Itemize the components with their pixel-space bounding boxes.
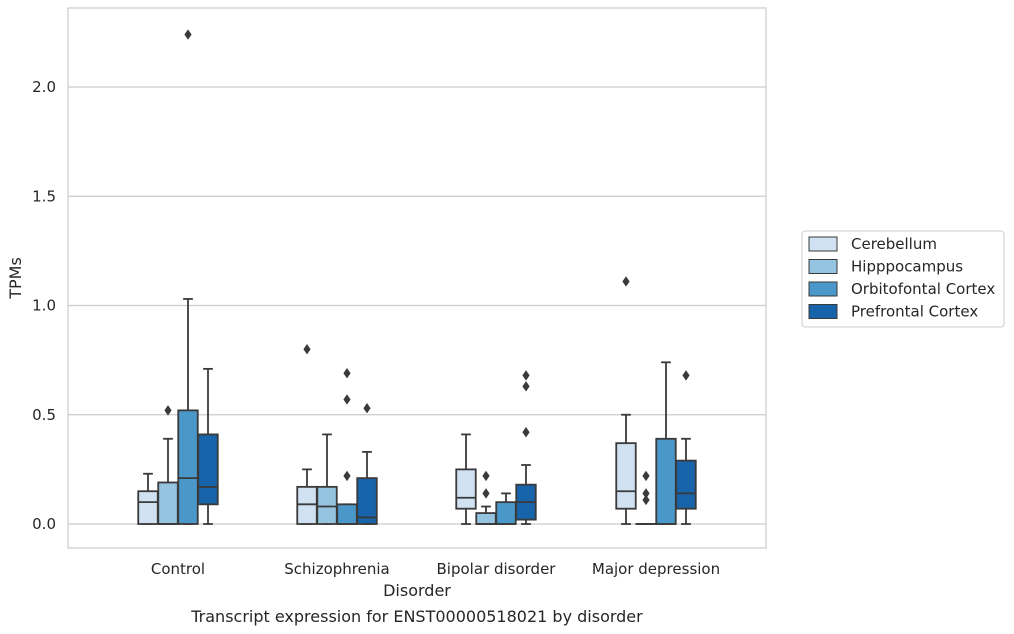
box <box>197 367 219 525</box>
box <box>655 361 677 525</box>
legend-swatch <box>808 281 838 297</box>
outlier-point <box>343 394 351 405</box>
legend-label: Prefrontal Cortex <box>851 303 978 321</box>
box-iqr <box>356 477 378 525</box>
box <box>615 276 637 525</box>
outlier-point <box>522 381 530 392</box>
outlier-point <box>522 370 530 381</box>
box <box>495 492 517 525</box>
outlier-point <box>343 470 351 482</box>
box-iqr <box>615 442 637 510</box>
box-iqr <box>475 512 497 525</box>
box <box>455 433 477 525</box>
y-axis-ticks: 0.0 0.5 1.0 1.5 2.0 <box>32 78 56 533</box>
legend-label: Cerebellum <box>851 235 937 253</box>
legend-swatch <box>808 236 838 252</box>
legend-label: Hipppocampus <box>851 258 963 276</box>
box-iqr <box>655 437 677 525</box>
outlier-point <box>642 470 650 482</box>
outlier-point <box>622 276 630 287</box>
legend-swatch <box>808 259 838 274</box>
box-iqr <box>675 459 697 510</box>
box <box>356 402 378 525</box>
outlier-point <box>482 470 490 482</box>
outlier-point <box>363 402 371 414</box>
box-iqr <box>177 409 199 525</box>
box-iqr <box>455 468 477 510</box>
box-iqr <box>157 481 179 525</box>
y-tick-label: 0.0 <box>32 515 56 533</box>
y-tick-label: 1.5 <box>32 187 56 205</box>
outlier-point <box>164 405 172 416</box>
outlier-point <box>522 427 530 438</box>
box-iqr <box>197 433 219 506</box>
legend-swatch <box>808 304 838 319</box>
outlier-point <box>343 368 351 379</box>
outlier-point <box>642 494 650 506</box>
x-axis-ticks: Control Schizophrenia Bipolar disorder Majo… <box>151 560 720 578</box>
x-tick-label: Schizophrenia <box>284 560 389 578</box>
y-tick-label: 0.5 <box>32 406 56 424</box>
outlier-point <box>482 488 490 499</box>
box <box>515 370 537 525</box>
box-iqr <box>495 501 517 525</box>
y-tick-label: 1.0 <box>32 297 56 315</box>
y-axis-title: TPMs <box>6 257 25 300</box>
box-iqr <box>336 503 358 525</box>
plot-frame <box>67 7 767 549</box>
box <box>675 370 697 525</box>
box <box>316 433 338 525</box>
outlier-point <box>303 344 311 355</box>
chart-caption: Transcript expression for ENST0000051802… <box>190 607 643 626</box>
legend-label: Orbitofontal Cortex <box>851 280 995 298</box>
box <box>475 470 497 525</box>
legend: Cerebellum Hipppocampus Orbitofontal Corte… <box>801 230 1005 328</box>
x-tick-label: Bipolar disorder <box>437 560 557 578</box>
box-iqr <box>137 490 159 525</box>
x-tick-label: Major depression <box>592 560 720 578</box>
box <box>137 472 159 525</box>
outlier-point <box>682 370 690 381</box>
x-axis-title: Disorder <box>383 581 451 600</box>
y-tick-label: 2.0 <box>32 78 56 96</box>
legend-frame <box>801 230 1005 328</box>
outlier-point <box>184 29 192 40</box>
box-iqr <box>316 485 338 525</box>
box <box>336 368 358 525</box>
outlier-point <box>642 488 650 499</box>
x-tick-label: Control <box>151 560 205 578</box>
box-iqr <box>296 485 318 525</box>
boxes-layer <box>137 29 697 525</box>
